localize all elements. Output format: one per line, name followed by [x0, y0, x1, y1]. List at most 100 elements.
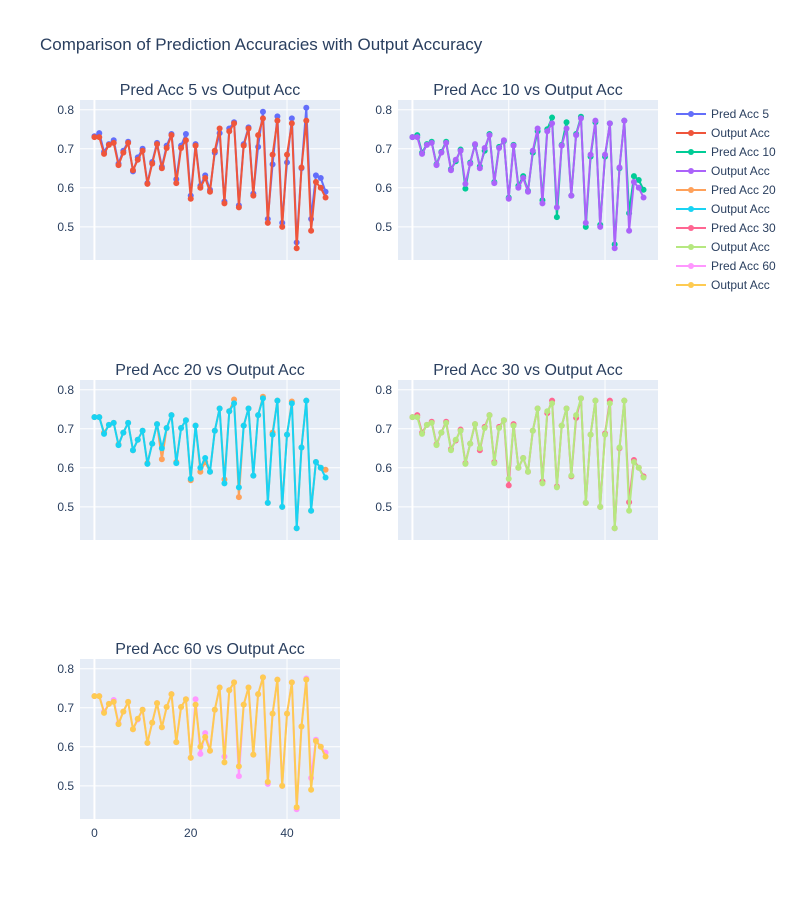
- legend-item[interactable]: Pred Acc 10: [676, 145, 776, 159]
- legend-label: Output Acc: [711, 126, 770, 140]
- output-point: [505, 195, 512, 202]
- output-point: [279, 503, 286, 510]
- legend-swatch-marker: [688, 282, 694, 288]
- output-point: [592, 117, 599, 124]
- output-point: [322, 474, 329, 481]
- legend-item[interactable]: Output Acc: [676, 278, 770, 292]
- output-point: [520, 455, 527, 462]
- output-point: [154, 421, 161, 428]
- output-point: [154, 700, 161, 707]
- output-point: [308, 507, 315, 514]
- output-point: [525, 468, 531, 475]
- output-point: [259, 395, 266, 402]
- output-point: [317, 464, 324, 471]
- output-point: [640, 194, 647, 201]
- output-point: [303, 117, 310, 124]
- pred-point: [288, 115, 295, 122]
- output-point: [476, 445, 483, 452]
- legend-swatch-marker: [688, 111, 694, 117]
- output-point: [317, 743, 324, 750]
- legend-item[interactable]: Output Acc: [676, 240, 770, 254]
- legend-item[interactable]: Output Acc: [676, 202, 770, 216]
- output-point: [288, 679, 295, 686]
- legend-item[interactable]: Output Acc: [676, 164, 770, 178]
- subplot-title: Pred Acc 5 vs Output Acc: [120, 82, 301, 99]
- legend-swatch-marker: [688, 168, 694, 174]
- output-point: [288, 120, 295, 127]
- output-point: [235, 484, 242, 491]
- legend-item[interactable]: Pred Acc 5: [676, 107, 769, 121]
- output-point: [115, 721, 122, 728]
- output-point: [582, 219, 589, 226]
- output-point: [284, 151, 291, 158]
- output-point: [178, 425, 185, 431]
- output-point: [226, 408, 233, 415]
- y-tick-label: 0.8: [375, 383, 392, 397]
- output-point: [597, 503, 604, 510]
- output-point: [250, 751, 257, 758]
- output-point: [125, 698, 132, 705]
- output-point: [231, 400, 238, 407]
- output-point: [611, 245, 618, 252]
- output-point: [611, 525, 618, 532]
- pred-point: [322, 466, 329, 473]
- output-point: [187, 195, 194, 202]
- output-point: [597, 223, 604, 230]
- output-point: [221, 480, 228, 487]
- output-point: [312, 458, 319, 465]
- output-point: [101, 150, 108, 157]
- output-point: [129, 447, 136, 454]
- pred-point: [274, 113, 281, 120]
- output-point: [207, 747, 213, 754]
- output-point: [96, 414, 103, 421]
- legend-swatch-marker: [688, 130, 694, 136]
- output-point: [168, 412, 175, 419]
- output-point: [197, 743, 204, 750]
- output-point: [491, 460, 498, 467]
- output-point: [515, 184, 522, 191]
- output-point: [438, 429, 445, 436]
- output-point: [105, 141, 112, 148]
- output-point: [158, 165, 165, 172]
- output-point: [486, 412, 493, 419]
- legend-swatch-marker: [688, 244, 694, 250]
- output-point: [621, 117, 628, 124]
- output-point: [216, 684, 223, 691]
- output-point: [154, 141, 161, 148]
- legend-item[interactable]: Pred Acc 20: [676, 183, 776, 197]
- output-point: [192, 142, 199, 149]
- output-point: [274, 117, 281, 124]
- output-point: [211, 706, 218, 713]
- output-point: [211, 427, 218, 434]
- legend-item[interactable]: Pred Acc 30: [676, 221, 776, 235]
- output-point: [635, 464, 642, 471]
- output-point: [144, 180, 151, 187]
- output-point: [505, 475, 512, 482]
- output-point: [544, 408, 551, 415]
- output-point: [134, 436, 141, 443]
- output-point: [221, 200, 228, 207]
- y-tick-label: 0.7: [57, 701, 74, 715]
- legend-label: Pred Acc 10: [711, 145, 776, 159]
- output-point: [606, 400, 613, 407]
- output-point: [419, 430, 426, 437]
- y-tick-label: 0.8: [57, 662, 74, 676]
- output-point: [312, 737, 319, 744]
- output-point: [423, 141, 430, 148]
- legend-item[interactable]: Pred Acc 60: [676, 259, 776, 273]
- output-point: [221, 759, 228, 766]
- pred-point: [303, 104, 310, 111]
- output-point: [577, 395, 584, 402]
- output-point: [226, 128, 233, 135]
- legend-item[interactable]: Output Acc: [676, 126, 770, 140]
- output-point: [472, 421, 479, 428]
- output-point: [293, 804, 300, 811]
- output-point: [481, 145, 488, 151]
- output-point: [486, 132, 493, 139]
- output-point: [149, 160, 156, 167]
- output-point: [168, 132, 175, 139]
- output-point: [240, 142, 247, 149]
- subplot-4: 0.5 0.6 0.7 0.8 Pred Acc 30 vs Output Acc: [375, 362, 658, 540]
- y-tick-label: 0.7: [57, 422, 74, 436]
- output-point: [269, 710, 276, 717]
